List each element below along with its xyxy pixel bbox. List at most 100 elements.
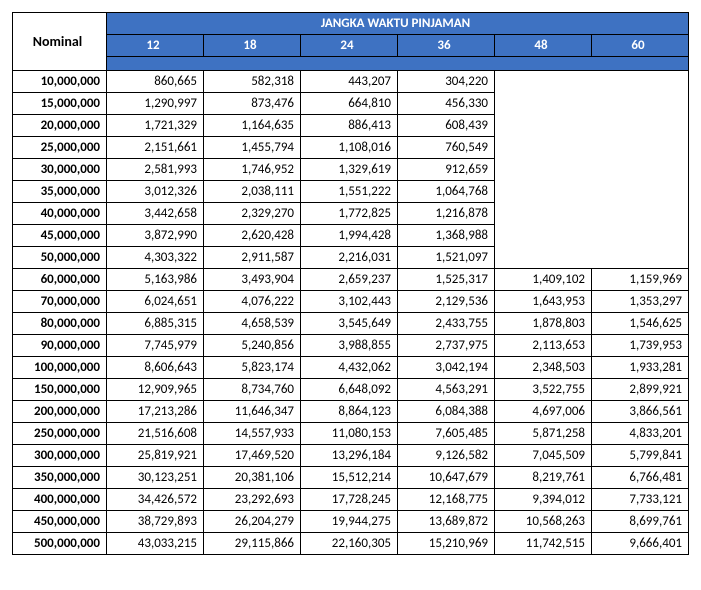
value-cell: 1,290,997 — [107, 93, 204, 115]
value-cell: 1,164,635 — [204, 115, 301, 137]
value-cell: 1,878,803 — [495, 313, 592, 335]
value-cell: 3,545,649 — [301, 313, 398, 335]
value-cell: 21,516,608 — [107, 423, 204, 445]
nominal-cell: 150,000,000 — [13, 379, 107, 401]
value-cell: 15,512,214 — [301, 467, 398, 489]
value-cell: 3,012,326 — [107, 181, 204, 203]
nominal-cell: 60,000,000 — [13, 269, 107, 291]
value-cell: 1,739,953 — [592, 335, 689, 357]
blank-block — [495, 71, 689, 269]
nominal-cell: 100,000,000 — [13, 357, 107, 379]
value-cell: 1,525,317 — [398, 269, 495, 291]
header-spacer — [107, 57, 689, 71]
value-cell: 2,899,921 — [592, 379, 689, 401]
value-cell: 23,292,693 — [204, 489, 301, 511]
value-cell: 8,734,760 — [204, 379, 301, 401]
value-cell: 1,772,825 — [301, 203, 398, 225]
table-row: 150,000,00012,909,9658,734,7606,648,0924… — [13, 379, 689, 401]
nominal-cell: 300,000,000 — [13, 445, 107, 467]
value-cell: 1,455,794 — [204, 137, 301, 159]
value-cell: 2,038,111 — [204, 181, 301, 203]
value-cell: 8,219,761 — [495, 467, 592, 489]
value-cell: 2,620,428 — [204, 225, 301, 247]
value-cell: 443,207 — [301, 71, 398, 93]
value-cell: 3,442,658 — [107, 203, 204, 225]
value-cell: 456,330 — [398, 93, 495, 115]
value-cell: 886,413 — [301, 115, 398, 137]
value-cell: 582,318 — [204, 71, 301, 93]
nominal-cell: 250,000,000 — [13, 423, 107, 445]
value-cell: 3,522,755 — [495, 379, 592, 401]
table-row: 250,000,00021,516,60814,557,93311,080,15… — [13, 423, 689, 445]
value-cell: 4,076,222 — [204, 291, 301, 313]
value-cell: 38,729,893 — [107, 511, 204, 533]
value-cell: 2,129,536 — [398, 291, 495, 313]
value-cell: 760,549 — [398, 137, 495, 159]
value-cell: 2,329,270 — [204, 203, 301, 225]
value-cell: 608,439 — [398, 115, 495, 137]
value-cell: 14,557,933 — [204, 423, 301, 445]
value-cell: 11,646,347 — [204, 401, 301, 423]
value-cell: 9,126,582 — [398, 445, 495, 467]
value-cell: 1,368,988 — [398, 225, 495, 247]
value-cell: 1,064,768 — [398, 181, 495, 203]
table-row: 200,000,00017,213,28611,646,3478,864,123… — [13, 401, 689, 423]
nominal-cell: 90,000,000 — [13, 335, 107, 357]
nominal-cell: 35,000,000 — [13, 181, 107, 203]
value-cell: 4,303,322 — [107, 247, 204, 269]
value-cell: 1,216,878 — [398, 203, 495, 225]
value-cell: 4,432,062 — [301, 357, 398, 379]
value-cell: 3,866,561 — [592, 401, 689, 423]
nominal-header: Nominal — [13, 13, 107, 71]
value-cell: 15,210,969 — [398, 533, 495, 555]
header-spacer-row — [13, 57, 689, 71]
header-row-1: Nominal JANGKA WAKTU PINJAMAN — [13, 13, 689, 35]
value-cell: 8,864,123 — [301, 401, 398, 423]
value-cell: 4,697,006 — [495, 401, 592, 423]
value-cell: 25,819,921 — [107, 445, 204, 467]
value-cell: 17,213,286 — [107, 401, 204, 423]
value-cell: 3,493,904 — [204, 269, 301, 291]
tenor-header-60: 60 — [592, 35, 689, 57]
table-row: 70,000,0006,024,6514,076,2223,102,4432,1… — [13, 291, 689, 313]
value-cell: 2,737,975 — [398, 335, 495, 357]
value-cell: 2,113,653 — [495, 335, 592, 357]
value-cell: 1,108,016 — [301, 137, 398, 159]
nominal-cell: 200,000,000 — [13, 401, 107, 423]
value-cell: 2,911,587 — [204, 247, 301, 269]
value-cell: 6,024,651 — [107, 291, 204, 313]
value-cell: 13,689,872 — [398, 511, 495, 533]
nominal-cell: 45,000,000 — [13, 225, 107, 247]
value-cell: 6,084,388 — [398, 401, 495, 423]
value-cell: 22,160,305 — [301, 533, 398, 555]
tenor-span-header: JANGKA WAKTU PINJAMAN — [107, 13, 689, 35]
table-row: 90,000,0007,745,9795,240,8563,988,8552,7… — [13, 335, 689, 357]
value-cell: 43,033,215 — [107, 533, 204, 555]
tenor-header-48: 48 — [495, 35, 592, 57]
tenor-header-18: 18 — [204, 35, 301, 57]
nominal-cell: 40,000,000 — [13, 203, 107, 225]
value-cell: 2,433,755 — [398, 313, 495, 335]
nominal-cell: 20,000,000 — [13, 115, 107, 137]
nominal-cell: 500,000,000 — [13, 533, 107, 555]
value-cell: 10,568,263 — [495, 511, 592, 533]
value-cell: 2,216,031 — [301, 247, 398, 269]
value-cell: 6,766,481 — [592, 467, 689, 489]
table-row: 300,000,00025,819,92117,469,52013,296,18… — [13, 445, 689, 467]
value-cell: 1,546,625 — [592, 313, 689, 335]
tenor-header-36: 36 — [398, 35, 495, 57]
value-cell: 17,728,245 — [301, 489, 398, 511]
value-cell: 13,296,184 — [301, 445, 398, 467]
value-cell: 5,163,986 — [107, 269, 204, 291]
table-row: 60,000,0005,163,9863,493,9042,659,2371,5… — [13, 269, 689, 291]
loan-table-container: Nominal JANGKA WAKTU PINJAMAN 1218243648… — [12, 12, 688, 555]
value-cell: 3,102,443 — [301, 291, 398, 313]
value-cell: 1,329,619 — [301, 159, 398, 181]
value-cell: 11,742,515 — [495, 533, 592, 555]
value-cell: 5,823,174 — [204, 357, 301, 379]
tenor-header-12: 12 — [107, 35, 204, 57]
nominal-cell: 15,000,000 — [13, 93, 107, 115]
nominal-cell: 450,000,000 — [13, 511, 107, 533]
value-cell: 34,426,572 — [107, 489, 204, 511]
value-cell: 26,204,279 — [204, 511, 301, 533]
